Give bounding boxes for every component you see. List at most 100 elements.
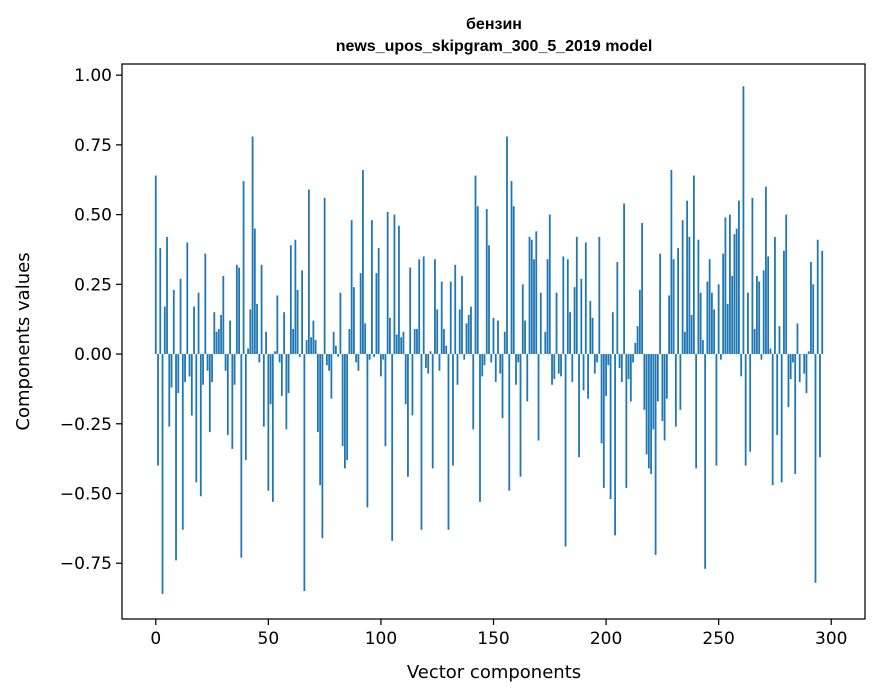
bar: [638, 289, 641, 355]
bar: [404, 354, 407, 405]
bar: [524, 320, 526, 355]
bar: [686, 200, 689, 355]
bar: [753, 328, 756, 355]
bar: [605, 354, 607, 396]
bar: [260, 264, 263, 355]
bar: [233, 354, 236, 385]
bar: [611, 312, 614, 355]
bar: [229, 320, 231, 355]
bar: [249, 309, 252, 355]
bar: [280, 354, 283, 396]
bar: [443, 328, 445, 355]
bar: [186, 242, 189, 355]
y-axis-label: Components values: [13, 252, 34, 430]
bar: [713, 309, 716, 355]
bar: [591, 317, 594, 355]
bar: [555, 292, 558, 355]
bar: [535, 231, 538, 355]
bar: [407, 354, 409, 477]
bar: [530, 239, 533, 355]
bar: [629, 354, 632, 402]
bar: [672, 259, 675, 355]
bar: [760, 354, 763, 360]
y-tick-label: −0.25: [60, 415, 112, 435]
bar: [220, 315, 222, 355]
bar: [438, 354, 441, 371]
bar: [463, 354, 466, 360]
bar: [717, 284, 720, 355]
bar: [600, 354, 603, 444]
bar: [650, 354, 653, 474]
bar: [481, 354, 484, 377]
bar: [310, 337, 313, 355]
bar: [580, 278, 583, 355]
x-axis: 0 50 100 150 200 250 300: [150, 619, 847, 649]
bar: [557, 354, 560, 374]
bar: [620, 354, 623, 382]
bar: [704, 354, 707, 569]
bar: [371, 220, 373, 355]
bar: [539, 292, 542, 355]
bar: [501, 354, 504, 419]
bar: [181, 354, 184, 530]
bar: [271, 354, 274, 502]
chart-title: бензин: [466, 16, 522, 33]
bar: [161, 354, 164, 594]
bar: [578, 354, 580, 458]
bar: [771, 354, 774, 486]
bar: [787, 354, 790, 408]
bar: [202, 354, 204, 385]
bar: [569, 312, 571, 355]
bar: [190, 354, 193, 416]
bar: [537, 354, 540, 441]
bar: [328, 354, 331, 371]
bar: [454, 264, 457, 355]
bar: [476, 206, 479, 355]
bar: [812, 284, 815, 355]
bar: [402, 331, 405, 355]
bar: [296, 289, 299, 355]
bar: [508, 354, 511, 491]
bar: [213, 312, 216, 355]
x-axis-label: Vector components: [407, 662, 581, 683]
x-tick-label: 200: [590, 629, 622, 649]
bar: [517, 354, 520, 363]
bar: [357, 354, 360, 371]
bar: [289, 245, 292, 355]
bar: [242, 181, 245, 355]
bar: [344, 354, 346, 469]
bar: [571, 354, 574, 382]
bar: [722, 253, 725, 355]
bar: [278, 354, 281, 363]
bar: [490, 354, 493, 363]
bar: [756, 275, 758, 355]
bar: [623, 203, 625, 355]
bar: [810, 262, 812, 355]
y-tick-label: −0.50: [60, 484, 112, 504]
bar: [533, 259, 535, 355]
bar: [184, 354, 186, 382]
bar: [262, 354, 265, 427]
bar: [735, 228, 738, 355]
bar: [807, 351, 810, 355]
bar: [339, 292, 342, 355]
bar: [560, 354, 562, 377]
bar: [609, 354, 612, 500]
bar: [729, 214, 731, 355]
bar: [472, 354, 475, 430]
x-tick-label: 100: [365, 629, 397, 649]
bar: [521, 284, 524, 355]
bar: [337, 354, 340, 357]
bar: [287, 354, 290, 394]
bar: [465, 323, 468, 355]
bar: [427, 354, 430, 374]
bar: [386, 211, 389, 355]
bar: [292, 328, 295, 355]
bar: [765, 186, 767, 355]
bar: [688, 236, 691, 355]
bar: [659, 253, 662, 355]
bar: [643, 354, 646, 410]
bar: [794, 354, 797, 474]
